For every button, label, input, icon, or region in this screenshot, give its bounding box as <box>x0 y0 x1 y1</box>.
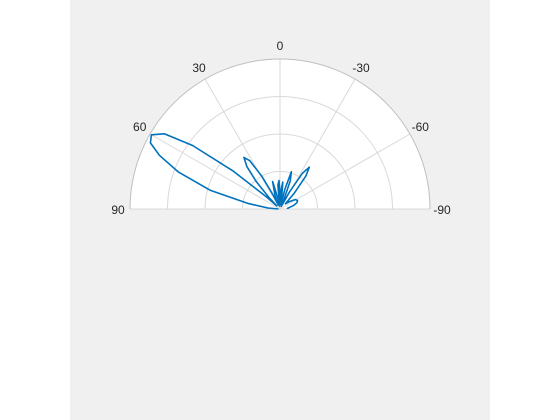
angle-tick-label: 30 <box>192 61 206 75</box>
angle-tick-labels: 90 60 30 0 -30 -60 -90 <box>111 39 451 217</box>
angle-tick-label: -30 <box>352 61 370 75</box>
angle-tick-label: -90 <box>433 203 451 217</box>
angle-tick-label: 90 <box>111 203 125 217</box>
angular-grid-line <box>204 78 281 210</box>
angle-tick-label: 60 <box>133 120 147 134</box>
angle-tick-label: -60 <box>412 120 430 134</box>
polar-axes: 90 60 30 0 -30 -60 -90 <box>111 39 451 217</box>
polar-axes-outline <box>129 58 431 210</box>
angle-tick-label: 0 <box>277 39 284 53</box>
data-series-line <box>149 133 311 210</box>
angular-grid-line <box>149 133 281 210</box>
angular-grid-line <box>279 133 411 210</box>
